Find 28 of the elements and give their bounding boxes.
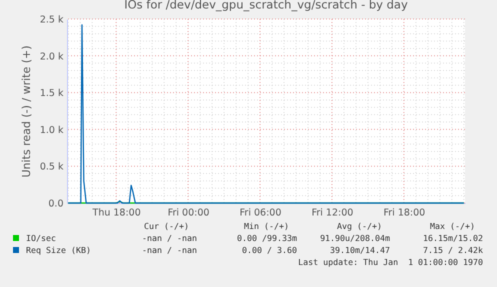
- text: Last update: Thu Jan 1 01:00:00 1970: [298, 257, 483, 267]
- y-tick-label: 0.0: [48, 198, 64, 210]
- text: Min (-/+): [244, 221, 289, 231]
- text: 0.00 /99.33m: [237, 233, 297, 243]
- y-tick-label: 0.5 k: [40, 162, 64, 173]
- text: Avg (-/+): [337, 221, 382, 231]
- text: 91.90u/208.04m: [320, 233, 390, 243]
- text: 7.15 / 2.42k: [423, 245, 483, 255]
- text: Max (-/+): [430, 221, 475, 231]
- y-axis-title: Units read (-) / write (+): [20, 45, 33, 178]
- x-tick-label: Fri 12:00: [312, 208, 354, 218]
- text: -nan / -nan: [142, 233, 197, 243]
- text: 0.00 / 3.60: [242, 245, 297, 255]
- y-tick-label: 2.5 k: [40, 14, 64, 26]
- legend-label: Req Size (KB): [26, 245, 91, 255]
- text: Cur (-/+): [144, 221, 189, 231]
- x-tick-label: Fri 18:00: [384, 208, 426, 218]
- y-tick-label: 1.5 k: [40, 88, 64, 100]
- text: 39.10m/14.47: [330, 245, 390, 255]
- y-tick-label: 1.0 k: [40, 124, 64, 136]
- chart-title: IOs for /dev/dev_gpu_scratch_vg/scratch - by day: [124, 0, 408, 12]
- x-tick-label: Fri 00:00: [168, 208, 210, 218]
- y-tick-label: 2.0 k: [40, 51, 64, 62]
- x-tick-label: Thu 18:00: [92, 208, 141, 218]
- text: -nan / -nan: [142, 245, 197, 255]
- x-tick-label: Fri 06:00: [240, 208, 282, 218]
- legend-label: IO/sec: [26, 233, 56, 243]
- text: 16.15m/15.02: [423, 233, 483, 243]
